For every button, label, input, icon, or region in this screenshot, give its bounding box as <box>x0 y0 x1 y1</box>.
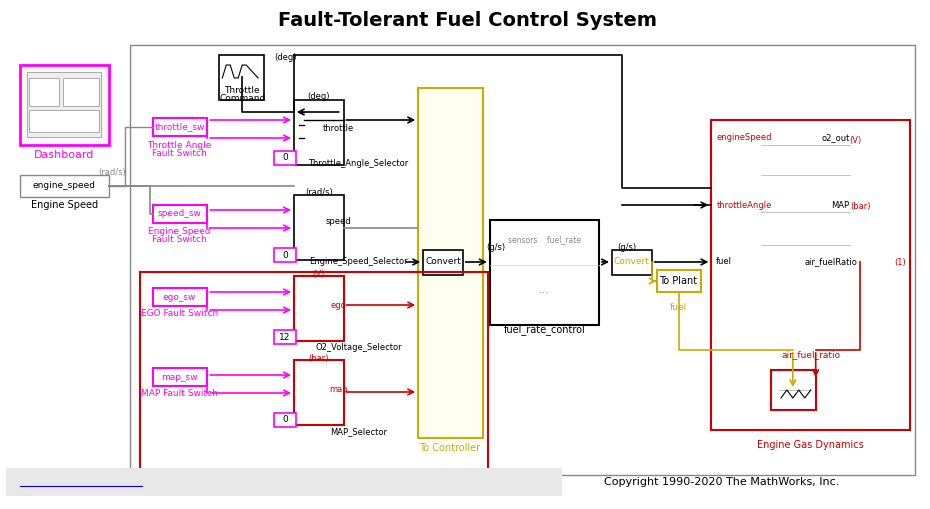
Text: (bar): (bar) <box>309 353 329 362</box>
Text: (rad/s): (rad/s) <box>305 187 333 196</box>
Text: ego: ego <box>331 300 347 309</box>
Text: (g/s): (g/s) <box>618 243 636 252</box>
Text: (V): (V) <box>312 270 325 279</box>
Text: engine_speed: engine_speed <box>33 182 96 190</box>
FancyBboxPatch shape <box>711 120 910 430</box>
Text: Engine Speed: Engine Speed <box>148 227 211 236</box>
FancyBboxPatch shape <box>63 78 100 106</box>
Text: air_fuel_ratio: air_fuel_ratio <box>781 351 841 359</box>
Text: Fault-Tolerant Fuel Control System: Fault-Tolerant Fuel Control System <box>278 11 658 30</box>
FancyBboxPatch shape <box>294 360 343 425</box>
Text: engineSpeed: engineSpeed <box>716 133 772 143</box>
FancyBboxPatch shape <box>219 55 264 100</box>
Text: ...: ... <box>538 285 550 295</box>
FancyBboxPatch shape <box>274 248 296 262</box>
Text: Dashboard: Dashboard <box>34 150 95 160</box>
Text: (V): (V) <box>849 135 861 145</box>
Text: sensors    fuel_rate: sensors fuel_rate <box>508 236 581 244</box>
FancyBboxPatch shape <box>418 88 483 438</box>
Text: fuel: fuel <box>716 258 732 267</box>
FancyBboxPatch shape <box>490 220 599 325</box>
Text: Throttle Angle: Throttle Angle <box>147 140 212 150</box>
FancyBboxPatch shape <box>294 276 343 341</box>
FancyBboxPatch shape <box>274 151 296 165</box>
Text: O2_Voltage_Selector: O2_Voltage_Selector <box>315 344 402 353</box>
Text: MAP: MAP <box>831 201 850 210</box>
FancyBboxPatch shape <box>612 250 652 275</box>
Text: Convert: Convert <box>425 258 461 267</box>
FancyBboxPatch shape <box>657 270 701 292</box>
Text: fuel: fuel <box>670 303 687 313</box>
Text: map_sw: map_sw <box>161 373 198 382</box>
Text: fuel_rate_control: fuel_rate_control <box>503 325 585 335</box>
Text: Command: Command <box>219 94 265 102</box>
FancyBboxPatch shape <box>153 205 207 223</box>
Text: (deg): (deg) <box>274 52 298 62</box>
Text: MAP Fault Switch: MAP Fault Switch <box>141 389 218 399</box>
Text: throttle: throttle <box>323 124 354 132</box>
FancyBboxPatch shape <box>423 250 463 275</box>
Text: Copyright 1990-2020 The MathWorks, Inc.: Copyright 1990-2020 The MathWorks, Inc. <box>604 477 839 487</box>
Text: map: map <box>329 385 348 394</box>
Text: Engine Speed: Engine Speed <box>31 200 98 210</box>
Text: Throttle: Throttle <box>224 86 260 95</box>
FancyBboxPatch shape <box>20 65 109 145</box>
Text: Throttle_Angle_Selector: Throttle_Angle_Selector <box>309 159 408 168</box>
Text: Convert: Convert <box>614 258 650 267</box>
Text: (deg): (deg) <box>308 92 330 100</box>
Text: EGO Fault Switch: EGO Fault Switch <box>141 309 219 319</box>
Text: (rad/s): (rad/s) <box>98 167 126 177</box>
FancyBboxPatch shape <box>20 175 109 197</box>
FancyBboxPatch shape <box>153 368 207 386</box>
Text: speed: speed <box>326 217 352 227</box>
Text: MAP_Selector: MAP_Selector <box>330 428 387 437</box>
Text: Engine_Speed_Selector: Engine_Speed_Selector <box>309 258 407 267</box>
Text: Open the Dashboard subsystem to simulate any combination of sensor failures.: Open the Dashboard subsystem to simulate… <box>61 477 507 487</box>
FancyBboxPatch shape <box>130 45 915 475</box>
FancyBboxPatch shape <box>30 110 100 132</box>
Text: Open the Dashboard: Open the Dashboard <box>22 477 138 487</box>
FancyBboxPatch shape <box>274 330 296 344</box>
FancyBboxPatch shape <box>153 118 207 136</box>
Text: 0: 0 <box>282 415 287 425</box>
Text: air_fuelRatio: air_fuelRatio <box>804 258 857 267</box>
FancyBboxPatch shape <box>771 370 816 410</box>
Text: Fault Switch: Fault Switch <box>153 235 207 243</box>
Text: To Controller: To Controller <box>419 443 481 453</box>
FancyBboxPatch shape <box>153 288 207 306</box>
Text: 12: 12 <box>279 332 290 342</box>
Text: throttle_sw: throttle_sw <box>154 123 205 131</box>
FancyBboxPatch shape <box>30 78 60 106</box>
FancyBboxPatch shape <box>294 100 343 165</box>
Text: (bar): (bar) <box>850 203 870 212</box>
Text: (1): (1) <box>895 258 906 267</box>
Text: 0: 0 <box>282 250 287 260</box>
Text: To Plant: To Plant <box>659 276 698 286</box>
Text: Engine Gas Dynamics: Engine Gas Dynamics <box>757 440 864 450</box>
Text: speed_sw: speed_sw <box>157 210 202 218</box>
Text: (g/s): (g/s) <box>486 243 505 252</box>
FancyBboxPatch shape <box>294 195 343 260</box>
Text: 0: 0 <box>282 154 287 162</box>
Text: Fault Switch: Fault Switch <box>153 149 207 157</box>
FancyBboxPatch shape <box>274 413 296 427</box>
Text: throttleAngle: throttleAngle <box>716 201 772 210</box>
Text: o2_out: o2_out <box>821 133 850 143</box>
Text: ego_sw: ego_sw <box>163 293 196 301</box>
FancyBboxPatch shape <box>6 468 563 496</box>
FancyBboxPatch shape <box>28 72 101 137</box>
